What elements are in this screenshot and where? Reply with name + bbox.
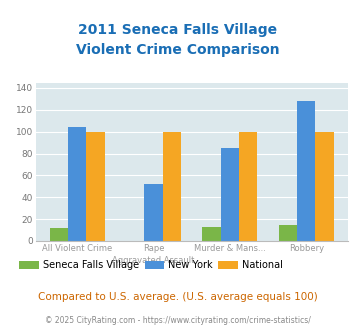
Text: 2011 Seneca Falls Village
Violent Crime Comparison: 2011 Seneca Falls Village Violent Crime … xyxy=(76,23,279,57)
Bar xyxy=(144,184,163,241)
Text: Compared to U.S. average. (U.S. average equals 100): Compared to U.S. average. (U.S. average … xyxy=(38,292,317,302)
Bar xyxy=(239,132,257,241)
Legend: Seneca Falls Village, New York, National: Seneca Falls Village, New York, National xyxy=(16,256,286,274)
Bar xyxy=(163,132,181,241)
Bar xyxy=(315,132,334,241)
Bar xyxy=(86,132,105,241)
Bar xyxy=(279,224,297,241)
Bar xyxy=(297,101,315,241)
Bar xyxy=(202,227,221,241)
Bar xyxy=(50,228,68,241)
Text: © 2025 CityRating.com - https://www.cityrating.com/crime-statistics/: © 2025 CityRating.com - https://www.city… xyxy=(45,316,310,325)
Bar xyxy=(68,127,86,241)
Bar xyxy=(221,148,239,241)
